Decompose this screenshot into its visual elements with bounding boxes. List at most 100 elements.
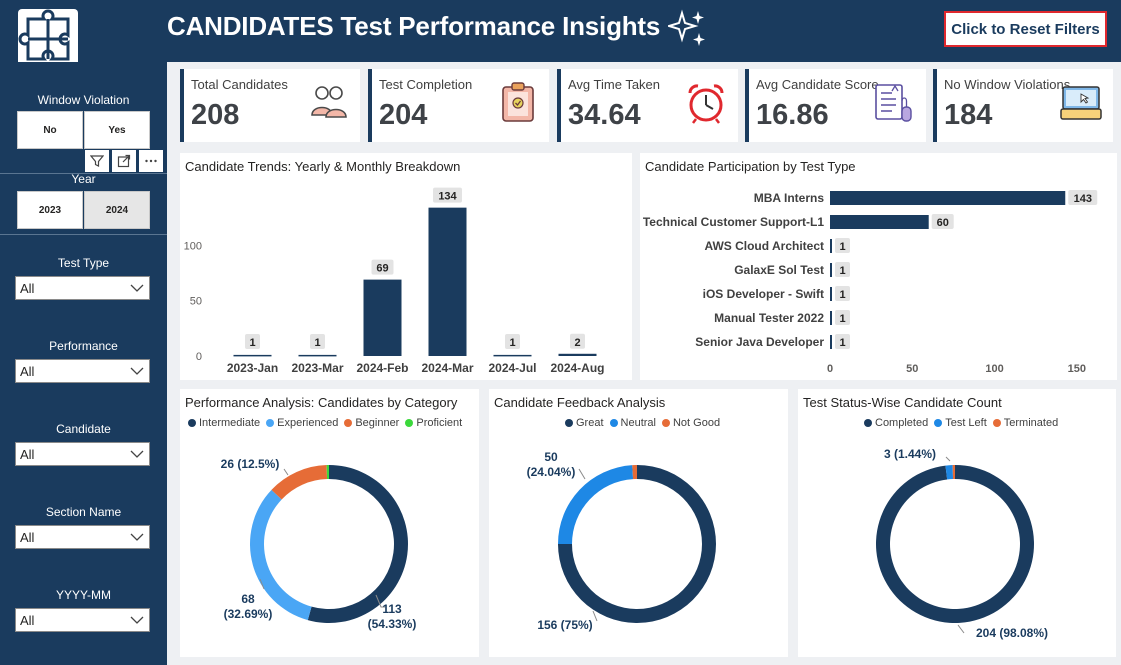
data-label: 1: [839, 265, 845, 277]
legend-label: Neutral: [620, 417, 656, 429]
performance-donut-chart: 113(54.33%) 68(32.69%) 26 (12.5%): [221, 457, 417, 631]
legend-label: Test Left: [945, 417, 987, 429]
performance-analysis-panel: Performance Analysis: Candidates by Cate…: [180, 389, 479, 657]
legend-label: Terminated: [1003, 417, 1059, 429]
legend-dot: [405, 419, 414, 427]
kpi-value: 34.64: [568, 99, 641, 131]
chart-legend: Completed Test Left Terminated: [864, 417, 1058, 429]
slice-label: 68: [241, 592, 255, 606]
data-label-bg: [835, 286, 850, 301]
window-violation-no-button[interactable]: No: [17, 111, 83, 149]
donut-slice: [271, 465, 328, 500]
chart-legend: Great Neutral Not Good: [565, 417, 720, 429]
x-tick-label: 2024-Aug: [550, 361, 604, 375]
page-title: CANDIDATES Test Performance Insights: [167, 11, 661, 41]
donut-slice: [945, 465, 954, 480]
category-label: GalaxE Sol Test: [734, 263, 824, 277]
category-label: AWS Cloud Architect: [704, 239, 824, 253]
data-label: 1: [314, 337, 320, 349]
kpi-value: 208: [191, 99, 240, 131]
kpi-label: Avg Time Taken: [568, 77, 661, 92]
chart-title: Candidate Feedback Analysis: [494, 395, 666, 410]
reset-filters-button[interactable]: Click to Reset Filters: [944, 11, 1107, 47]
leader-line: [283, 468, 289, 476]
section-name-dropdown[interactable]: All: [15, 525, 150, 549]
year-2024-button[interactable]: 2024: [84, 191, 150, 229]
legend-dot: [609, 419, 618, 427]
kpi-label: Avg Candidate Score: [756, 77, 879, 92]
focus-mode-icon[interactable]: [112, 150, 136, 172]
data-label-bg: [931, 214, 954, 229]
legend-item: Great: [565, 417, 604, 429]
yyyy-mm-dropdown[interactable]: All: [15, 608, 150, 632]
legend-item: Experienced: [266, 417, 338, 429]
chevron-down-icon: [129, 531, 145, 546]
legend-label: Beginner: [355, 417, 400, 429]
data-label-bg: [835, 238, 850, 253]
donut-slice: [952, 465, 955, 480]
bar: [830, 215, 929, 229]
test-type-dropdown[interactable]: All: [15, 276, 150, 300]
slice-label: (24.04%): [527, 465, 576, 479]
donut-slice: [632, 465, 637, 480]
data-label-bg: [310, 334, 325, 349]
x-tick-label: 2024-Feb: [356, 361, 408, 375]
sidebar-divider: [0, 234, 167, 235]
data-label-bg: [245, 334, 260, 349]
slice-label: 113: [382, 602, 402, 616]
bar: [830, 311, 832, 325]
chart-title: Candidate Trends: Yearly & Monthly Break…: [185, 159, 461, 174]
leader-line: [945, 456, 951, 462]
kpi-card-test-completion: Test Completion 204: [368, 69, 549, 142]
bar: [830, 335, 832, 349]
test-paper-icon: [872, 81, 916, 130]
window-violation-label: Window Violation: [37, 93, 130, 107]
legend-dot: [864, 419, 872, 427]
yyyy-mm-label: YYYY-MM: [56, 588, 111, 602]
donut-slice: [876, 465, 1034, 623]
data-label-bg: [835, 334, 850, 349]
donut-slice: [307, 465, 409, 623]
window-violation-yes-button[interactable]: Yes: [84, 111, 150, 149]
legend-item: Neutral: [609, 417, 656, 429]
chevron-down-icon: [129, 282, 145, 297]
feedback-analysis-panel: Candidate Feedback Analysis Great Neutral…: [489, 389, 788, 657]
x-tick-label: 2023-Jan: [227, 361, 278, 375]
candidate-dropdown[interactable]: All: [15, 442, 150, 466]
data-label: 2: [574, 337, 580, 349]
donut-slice: [326, 465, 329, 480]
test-type-value: All: [20, 280, 35, 296]
section-name-label: Section Name: [45, 505, 122, 519]
puzzle-logo-icon: [18, 9, 78, 69]
category-label: Manual Tester 2022: [714, 311, 824, 325]
category-label: Senior Java Developer: [695, 335, 824, 349]
slice-label: (32.69%): [224, 607, 273, 621]
data-label: 134: [438, 191, 457, 203]
laptop-icon: [1059, 81, 1103, 130]
feedback-donut-chart: 156 (75%) 50(24.04%): [527, 450, 716, 632]
legend-item: Proficient: [405, 417, 462, 429]
chart-title: Performance Analysis: Candidates by Cate…: [185, 395, 458, 410]
clipboard-icon: [497, 81, 539, 130]
legend-item: Completed: [864, 417, 928, 429]
year-label: Year: [71, 172, 96, 186]
more-options-icon[interactable]: [139, 150, 163, 172]
data-label-bg: [570, 333, 585, 349]
data-label-bg: [433, 187, 462, 203]
legend-label: Intermediate: [199, 417, 261, 429]
legend-label: Proficient: [416, 417, 463, 429]
performance-dropdown[interactable]: All: [15, 359, 150, 383]
bar: [830, 191, 1066, 205]
legend-dot: [266, 419, 275, 427]
participation-chart: MBA Interns 143 Technical Customer Support…: [643, 190, 1098, 375]
year-2023-button[interactable]: 2023: [17, 191, 83, 229]
legend-label: Not Good: [672, 417, 721, 429]
leader-line: [957, 624, 965, 634]
filter-icon[interactable]: [85, 150, 109, 172]
data-label-bg: [1068, 190, 1098, 205]
legend-dot: [565, 419, 573, 427]
legend-label: Experienced: [277, 417, 339, 429]
chevron-down-icon: [129, 614, 145, 629]
yyyy-mm-value: All: [20, 612, 35, 628]
kpi-value: 16.86: [756, 99, 829, 131]
